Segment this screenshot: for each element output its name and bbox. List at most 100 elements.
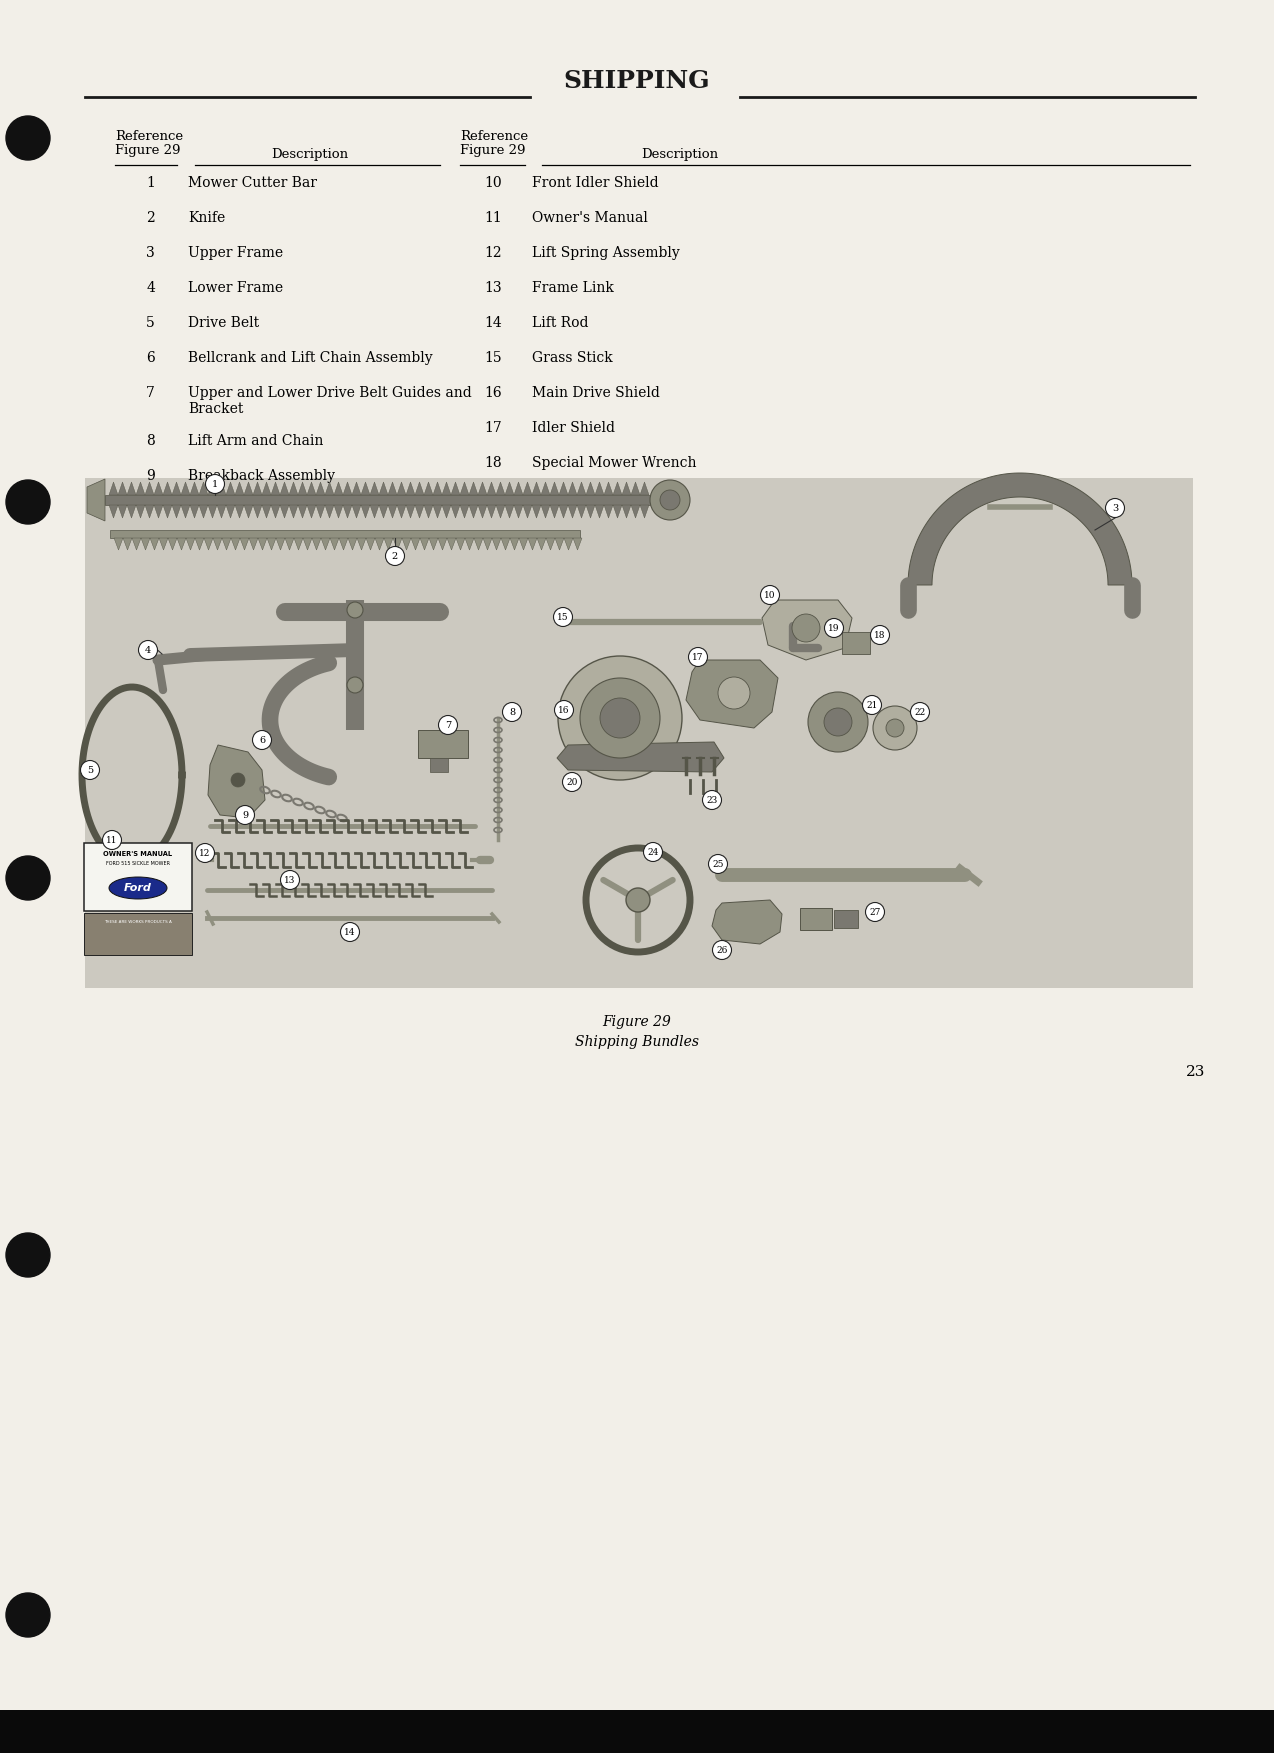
- Circle shape: [280, 871, 299, 889]
- Circle shape: [6, 480, 50, 524]
- Polygon shape: [496, 505, 505, 517]
- Text: Upper and Lower Drive Belt Guides and: Upper and Lower Drive Belt Guides and: [189, 386, 471, 400]
- Circle shape: [6, 855, 50, 899]
- Polygon shape: [312, 538, 321, 550]
- Text: Lift Rod: Lift Rod: [533, 316, 589, 330]
- Text: 12: 12: [199, 848, 210, 857]
- Polygon shape: [168, 538, 177, 550]
- Polygon shape: [474, 538, 483, 550]
- Polygon shape: [248, 538, 259, 550]
- Polygon shape: [199, 482, 208, 494]
- Circle shape: [600, 698, 640, 738]
- Polygon shape: [352, 482, 361, 494]
- Polygon shape: [150, 538, 159, 550]
- Polygon shape: [240, 538, 248, 550]
- Polygon shape: [513, 505, 524, 517]
- Text: Description: Description: [641, 147, 719, 161]
- Polygon shape: [483, 538, 492, 550]
- Polygon shape: [442, 482, 451, 494]
- Polygon shape: [303, 538, 312, 550]
- Polygon shape: [465, 538, 474, 550]
- Polygon shape: [383, 538, 392, 550]
- Polygon shape: [307, 482, 316, 494]
- Polygon shape: [159, 538, 168, 550]
- Text: 9: 9: [147, 470, 155, 484]
- Text: 10: 10: [484, 175, 502, 189]
- Text: 5: 5: [147, 316, 155, 330]
- Polygon shape: [254, 482, 262, 494]
- Polygon shape: [271, 505, 280, 517]
- Text: 27: 27: [869, 908, 880, 917]
- Polygon shape: [163, 505, 172, 517]
- Text: Frame Link: Frame Link: [533, 280, 614, 295]
- Text: THESE ARE WORKS PRODUCTS A: THESE ARE WORKS PRODUCTS A: [104, 920, 172, 924]
- Circle shape: [824, 619, 843, 638]
- Circle shape: [340, 922, 359, 941]
- Bar: [431, 757, 448, 771]
- Polygon shape: [262, 482, 271, 494]
- Text: 15: 15: [557, 614, 568, 622]
- Polygon shape: [298, 482, 307, 494]
- Text: 9: 9: [242, 812, 248, 820]
- Text: 8: 8: [508, 708, 515, 717]
- Circle shape: [558, 656, 682, 780]
- Polygon shape: [343, 505, 352, 517]
- Text: Upper Frame: Upper Frame: [189, 245, 283, 259]
- Polygon shape: [501, 538, 510, 550]
- Polygon shape: [348, 538, 357, 550]
- Text: Bracket: Bracket: [189, 401, 243, 415]
- Circle shape: [563, 773, 581, 792]
- Polygon shape: [378, 482, 389, 494]
- Polygon shape: [225, 505, 234, 517]
- Polygon shape: [550, 505, 559, 517]
- Polygon shape: [533, 482, 541, 494]
- Polygon shape: [586, 505, 595, 517]
- Circle shape: [252, 731, 271, 750]
- Text: 7: 7: [147, 386, 155, 400]
- Polygon shape: [110, 482, 118, 494]
- Text: Lift Spring Assembly: Lift Spring Assembly: [533, 245, 680, 259]
- Polygon shape: [190, 482, 199, 494]
- Circle shape: [1106, 498, 1125, 517]
- Text: 18: 18: [874, 631, 885, 640]
- Text: Owner's Manual: Owner's Manual: [533, 210, 648, 224]
- Text: 26: 26: [716, 947, 727, 955]
- Polygon shape: [208, 505, 217, 517]
- Text: FORD 515 SICKLE MOWER: FORD 515 SICKLE MOWER: [106, 861, 169, 866]
- Polygon shape: [555, 538, 564, 550]
- Circle shape: [347, 601, 363, 619]
- Circle shape: [712, 941, 731, 959]
- Polygon shape: [325, 505, 334, 517]
- Bar: [84, 913, 192, 955]
- Polygon shape: [577, 505, 586, 517]
- Polygon shape: [595, 505, 604, 517]
- Bar: [800, 908, 832, 931]
- Polygon shape: [412, 538, 420, 550]
- Polygon shape: [469, 505, 478, 517]
- Polygon shape: [460, 482, 469, 494]
- Polygon shape: [118, 482, 127, 494]
- Polygon shape: [217, 505, 225, 517]
- Circle shape: [6, 1232, 50, 1276]
- Circle shape: [650, 480, 691, 521]
- Polygon shape: [343, 482, 352, 494]
- Polygon shape: [316, 482, 325, 494]
- Polygon shape: [325, 482, 334, 494]
- Polygon shape: [908, 473, 1133, 586]
- Polygon shape: [361, 482, 369, 494]
- Text: 8: 8: [147, 435, 155, 449]
- Polygon shape: [154, 482, 163, 494]
- Polygon shape: [298, 505, 307, 517]
- Polygon shape: [527, 538, 538, 550]
- Polygon shape: [195, 538, 204, 550]
- Text: 2: 2: [147, 210, 155, 224]
- Polygon shape: [513, 482, 524, 494]
- Polygon shape: [339, 538, 348, 550]
- Polygon shape: [204, 538, 213, 550]
- Polygon shape: [519, 538, 527, 550]
- Polygon shape: [577, 482, 586, 494]
- Polygon shape: [254, 505, 262, 517]
- Bar: [418, 729, 468, 757]
- Polygon shape: [415, 505, 424, 517]
- Polygon shape: [557, 742, 724, 771]
